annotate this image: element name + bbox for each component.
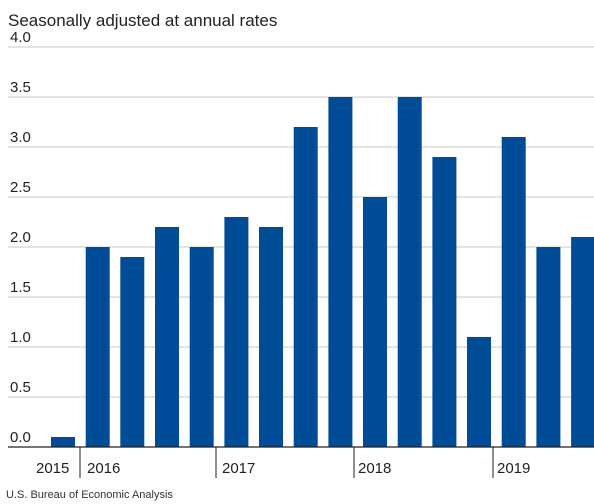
bar: 2018 Q3: 2.9 <box>432 157 457 447</box>
bar: 2017 Q3: 3.2 <box>293 127 318 447</box>
x-year-label: 2019 <box>497 460 530 477</box>
y-tick-label: 0.5 <box>10 379 31 396</box>
bar: 2017 Q1: 2.3 <box>224 217 249 447</box>
y-tick-label: 3.0 <box>10 129 31 146</box>
x-axis-year-labels: 2015 2016 2017 2018 2019 <box>36 447 530 478</box>
bar: 2019 Q1: 3.1 <box>501 137 526 447</box>
bar: 2018 Q1: 2.5 <box>363 197 387 447</box>
source-note: U.S. Bureau of Economic Analysis <box>6 489 173 501</box>
bar: 2016 Q1: 2 <box>85 247 110 447</box>
bar: 2015 Q4: 0.1 <box>51 437 75 447</box>
chart-subtitle: Seasonally adjusted at annual rates <box>8 11 277 30</box>
y-tick-label: 2.0 <box>10 229 31 246</box>
y-tick-label: 2.5 <box>10 179 31 196</box>
y-tick-label: 4.0 <box>10 29 31 46</box>
bar: 2016 Q4: 2 <box>189 247 214 447</box>
bar: 2019 Q2: 2 <box>536 247 561 447</box>
x-year-label: 2016 <box>87 460 120 477</box>
y-tick-label: 0.0 <box>10 429 31 446</box>
bars: 2015 Q4: 0.1 2016 Q1: 2 2016 Q2: 1.9 2016 Q… <box>51 97 594 447</box>
x-year-label: 2015 <box>36 460 69 477</box>
bar: 2017 Q2: 2.2 <box>259 227 283 447</box>
bar: 2016 Q3: 2.2 <box>155 227 179 447</box>
y-tick-label: 3.5 <box>10 79 31 96</box>
y-tick-label: 1.5 <box>10 279 31 296</box>
x-year-label: 2017 <box>222 460 255 477</box>
bar: 2018 Q4: 1.1 <box>467 337 491 447</box>
y-axis-tick-labels: 0.0 0.5 1.0 1.5 2.0 2.5 3.0 3.5 4.0 <box>10 29 31 446</box>
bar: 2018 Q2: 3.5 <box>397 97 422 447</box>
y-tick-label: 1.0 <box>10 329 31 346</box>
bar: 2016 Q2: 1.9 <box>120 257 145 447</box>
bar: 2017 Q4: 3.5 <box>328 97 353 447</box>
bar: 2019 Q3: 2.1 <box>571 237 594 447</box>
x-year-label: 2018 <box>358 460 391 477</box>
